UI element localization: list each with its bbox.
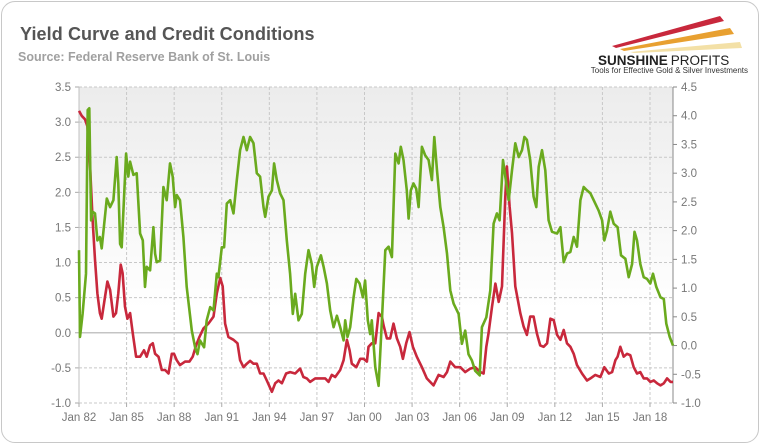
right-axis-tick-label: 2.5	[681, 197, 697, 209]
left-axis-tick-label: 0.5	[55, 293, 71, 305]
x-axis-tick-label: Jan 94	[252, 412, 287, 424]
chart-source: Source: Federal Reserve Bank of St. Loui…	[18, 50, 271, 64]
right-axis-tick-label: 0.0	[681, 341, 697, 353]
left-axis-tick-label: 1.5	[55, 222, 71, 234]
series-line-green-right-axis	[77, 107, 675, 388]
right-axis-tick-label: -0.5	[681, 369, 701, 381]
logo-tagline: Tools for Effective Gold & Silver Invest…	[590, 66, 748, 75]
sunshine-profits-logo: SUNSHINE PROFITS	[598, 16, 742, 68]
right-axis-tick-label: 1.5	[681, 254, 697, 266]
left-axis-tick-label: 2.0	[55, 187, 71, 199]
plot-area	[79, 87, 673, 403]
x-axis-tick-label: Jan 06	[442, 412, 477, 424]
right-axis-tick-label: 3.5	[681, 139, 697, 151]
x-axis-tick-label: Jan 97	[300, 412, 335, 424]
right-axis-tick-label: 4.5	[681, 82, 697, 94]
x-axis-tick-label: Jan 09	[490, 412, 525, 424]
x-axis-tick-label: Jan 85	[109, 412, 144, 424]
x-axis-tick-label: Jan 03	[395, 412, 430, 424]
logo-ray-yellow	[630, 42, 742, 53]
right-axis-tick-label: 0.5	[681, 312, 697, 324]
right-axis-tick-label: -1.0	[681, 398, 701, 410]
x-axis-tick-label: Jan 91	[204, 412, 239, 424]
series-line-red-left-axis	[77, 110, 673, 394]
right-axis-tick-label: 1.0	[681, 283, 697, 295]
right-axis-tick-label: 3.0	[681, 168, 697, 180]
left-axis-tick-label: 3.5	[55, 82, 71, 94]
left-axis-tick-label: 0.0	[55, 328, 71, 340]
left-axis-tick-label: -1.0	[51, 398, 71, 410]
left-axis-tick-label: 2.5	[55, 152, 71, 164]
x-axis-tick-label: Jan 00	[347, 412, 382, 424]
chart-title: Yield Curve and Credit Conditions	[20, 24, 315, 44]
x-axis-tick-label: Jan 18	[633, 412, 668, 424]
left-axis-tick-label: -0.5	[51, 363, 71, 375]
x-axis-tick-label: Jan 15	[585, 412, 620, 424]
x-axis-tick-label: Jan 88	[157, 412, 192, 424]
x-axis-tick-label: Jan 82	[62, 412, 97, 424]
right-axis-tick-label: 4.0	[681, 111, 697, 123]
left-axis-tick-label: 1.0	[55, 258, 71, 270]
logo-ray-red	[612, 16, 724, 48]
left-axis-tick-label: 3.0	[55, 117, 71, 129]
logo-ray-orange	[620, 28, 734, 51]
x-axis-tick-label: Jan 12	[538, 412, 573, 424]
logo-name: SUNSHINE PROFITS	[598, 53, 729, 68]
right-axis-tick-label: 2.0	[681, 226, 697, 238]
